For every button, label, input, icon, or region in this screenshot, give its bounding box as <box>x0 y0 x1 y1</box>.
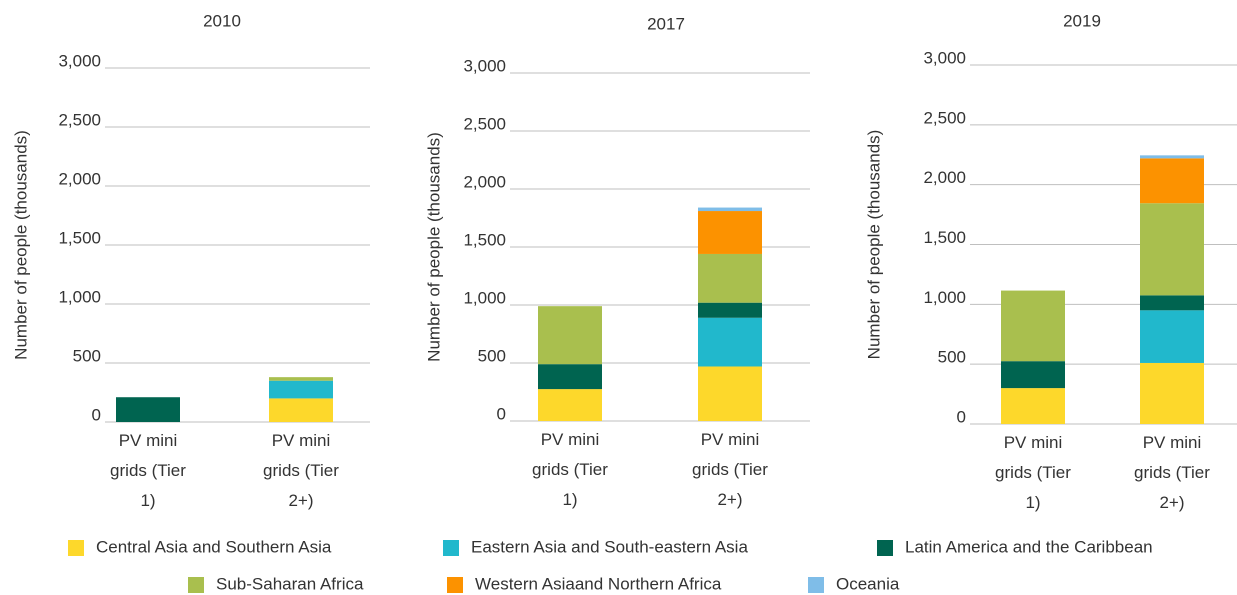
y-tick-label: 0 <box>92 405 101 424</box>
legend-swatch <box>188 577 204 593</box>
y-tick-label: 1,500 <box>463 230 506 249</box>
bar-segment <box>1001 290 1065 362</box>
bar-segment <box>1001 388 1065 424</box>
bar-segment <box>538 389 602 421</box>
legend-swatch <box>447 577 463 593</box>
bar-segment <box>269 377 333 381</box>
bar-segment <box>698 207 762 212</box>
bar-segment <box>538 364 602 390</box>
bar-segment <box>698 366 762 421</box>
x-tick-label: PV mini grids (Tier 1) <box>995 433 1071 512</box>
y-tick-label: 2,000 <box>923 168 966 187</box>
y-axis-label: Number of people (thousands) <box>864 130 883 360</box>
bar-segment <box>1001 361 1065 389</box>
y-tick-label: 2,500 <box>58 110 101 129</box>
bar-segment <box>269 380 333 399</box>
y-tick-label: 2,000 <box>58 169 101 188</box>
x-tick-label: PV mini grids (Tier 2+) <box>263 431 339 510</box>
bar-segment <box>1140 310 1204 363</box>
y-axis-label: Number of people (thousands) <box>424 132 443 362</box>
y-tick-label: 3,000 <box>463 56 506 75</box>
y-tick-label: 1,000 <box>923 288 966 307</box>
y-tick-label: 3,000 <box>58 51 101 70</box>
x-tick-label: PV mini grids (Tier 1) <box>532 430 608 509</box>
y-tick-label: 3,000 <box>923 48 966 67</box>
legend-swatch <box>443 540 459 556</box>
chart-title: 2017 <box>647 14 685 33</box>
legend-swatch <box>68 540 84 556</box>
legend-swatch <box>877 540 893 556</box>
chart-title: 2019 <box>1063 11 1101 30</box>
legend-label: Sub-Saharan Africa <box>216 574 364 593</box>
y-tick-label: 2,000 <box>463 172 506 191</box>
y-tick-label: 1,500 <box>58 228 101 247</box>
bar-segment <box>116 397 180 422</box>
y-tick-label: 0 <box>497 404 506 423</box>
bar-segment <box>698 253 762 303</box>
x-tick-label: PV mini grids (Tier 1) <box>110 431 186 510</box>
x-tick-label: PV mini grids (Tier 2+) <box>1134 433 1210 512</box>
y-axis-label: Number of people (thousands) <box>11 130 30 360</box>
bar-segment <box>269 398 333 422</box>
y-tick-label: 500 <box>938 348 966 367</box>
x-tick-label: PV mini grids (Tier 2+) <box>692 430 768 509</box>
y-tick-label: 1,500 <box>923 228 966 247</box>
bar-segment <box>698 302 762 318</box>
bar-segment <box>1140 155 1204 159</box>
y-tick-label: 0 <box>957 407 966 426</box>
y-tick-label: 2,500 <box>463 114 506 133</box>
bar-segment <box>1140 295 1204 311</box>
y-tick-label: 500 <box>73 346 101 365</box>
legend-label: Oceania <box>836 574 900 593</box>
chart-title: 2010 <box>203 11 241 30</box>
legend-swatch <box>808 577 824 593</box>
bar-segment <box>698 211 762 254</box>
y-tick-label: 1,000 <box>58 287 101 306</box>
y-tick-label: 500 <box>478 346 506 365</box>
legend-label: Western Asiaand Northern Africa <box>475 574 722 593</box>
bar-segment <box>1140 203 1204 296</box>
bar-segment <box>698 317 762 367</box>
legend-label: Latin America and the Caribbean <box>905 537 1153 556</box>
y-tick-label: 2,500 <box>923 108 966 127</box>
legend-label: Eastern Asia and South-eastern Asia <box>471 537 748 556</box>
legend-label: Central Asia and Southern Asia <box>96 537 332 556</box>
bar-segment <box>538 306 602 365</box>
y-tick-label: 1,000 <box>463 288 506 307</box>
bar-segment <box>1140 362 1204 424</box>
bar-segment <box>1140 158 1204 204</box>
